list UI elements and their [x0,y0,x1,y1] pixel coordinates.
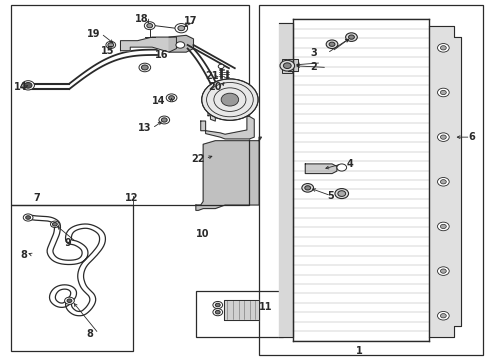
Circle shape [437,222,448,231]
Circle shape [141,65,148,70]
Text: 5: 5 [326,191,333,201]
Polygon shape [120,37,176,52]
Circle shape [221,93,238,106]
Circle shape [440,46,446,50]
Circle shape [440,90,446,95]
Circle shape [201,79,258,120]
Bar [11,205,132,351]
Circle shape [301,184,313,192]
Text: 7: 7 [33,193,40,203]
Circle shape [67,299,72,302]
Circle shape [215,310,220,314]
Circle shape [176,42,184,48]
Circle shape [168,96,174,100]
Text: 22: 22 [191,154,204,163]
Bar [259,5,482,355]
Polygon shape [207,87,249,121]
Text: 15: 15 [101,46,114,57]
Circle shape [22,81,34,90]
Circle shape [440,224,446,229]
Text: 21: 21 [205,71,219,81]
Circle shape [437,177,448,186]
Circle shape [212,309,222,316]
Polygon shape [305,164,336,174]
Circle shape [336,164,346,171]
Bar [11,5,249,205]
Circle shape [106,41,116,49]
Text: 6: 6 [467,132,474,142]
Polygon shape [428,26,460,337]
Text: 12: 12 [125,193,139,203]
FancyBboxPatch shape [282,59,291,73]
Circle shape [337,191,345,197]
Text: 3: 3 [309,48,316,58]
Polygon shape [196,137,261,210]
Circle shape [345,33,357,41]
Text: 8: 8 [86,329,93,339]
Circle shape [212,301,222,309]
Circle shape [161,118,167,122]
Circle shape [348,35,354,39]
Circle shape [283,63,290,68]
Polygon shape [201,116,254,139]
Circle shape [440,314,446,318]
Circle shape [440,180,446,184]
Circle shape [215,303,220,307]
Circle shape [437,311,448,320]
Text: 19: 19 [86,28,100,39]
Circle shape [178,26,184,31]
Text: 1: 1 [356,346,362,356]
Circle shape [437,133,448,141]
Polygon shape [287,59,297,71]
Circle shape [52,222,57,226]
Circle shape [325,40,337,49]
Bar [51,222,58,226]
Circle shape [437,44,448,52]
Circle shape [159,116,169,124]
Text: 16: 16 [154,50,168,60]
Circle shape [166,94,177,102]
Circle shape [440,135,446,139]
Polygon shape [224,300,259,320]
Text: 18: 18 [135,14,148,24]
Text: 8: 8 [21,250,28,260]
Circle shape [144,22,155,30]
Polygon shape [169,35,193,52]
Polygon shape [278,23,292,337]
Circle shape [440,269,446,273]
Circle shape [437,88,448,97]
Circle shape [26,216,30,219]
Circle shape [24,82,32,88]
Text: 4: 4 [346,159,353,169]
Text: 9: 9 [64,238,71,248]
Circle shape [108,43,114,47]
Text: 14: 14 [14,82,27,92]
Circle shape [328,42,334,46]
Text: 17: 17 [183,16,197,26]
Circle shape [23,214,33,221]
Text: 20: 20 [207,82,221,92]
Circle shape [175,23,187,33]
Circle shape [146,23,152,28]
Text: 10: 10 [196,229,209,239]
Bar [196,291,283,337]
Text: 14: 14 [152,96,165,107]
Circle shape [64,297,74,304]
Circle shape [304,186,310,190]
Circle shape [334,189,348,199]
Text: 2: 2 [309,63,316,72]
Circle shape [437,267,448,275]
Circle shape [280,60,294,71]
Circle shape [218,64,224,68]
Text: 13: 13 [137,123,151,133]
Circle shape [139,63,150,72]
Circle shape [50,221,59,228]
Text: 11: 11 [259,302,272,312]
